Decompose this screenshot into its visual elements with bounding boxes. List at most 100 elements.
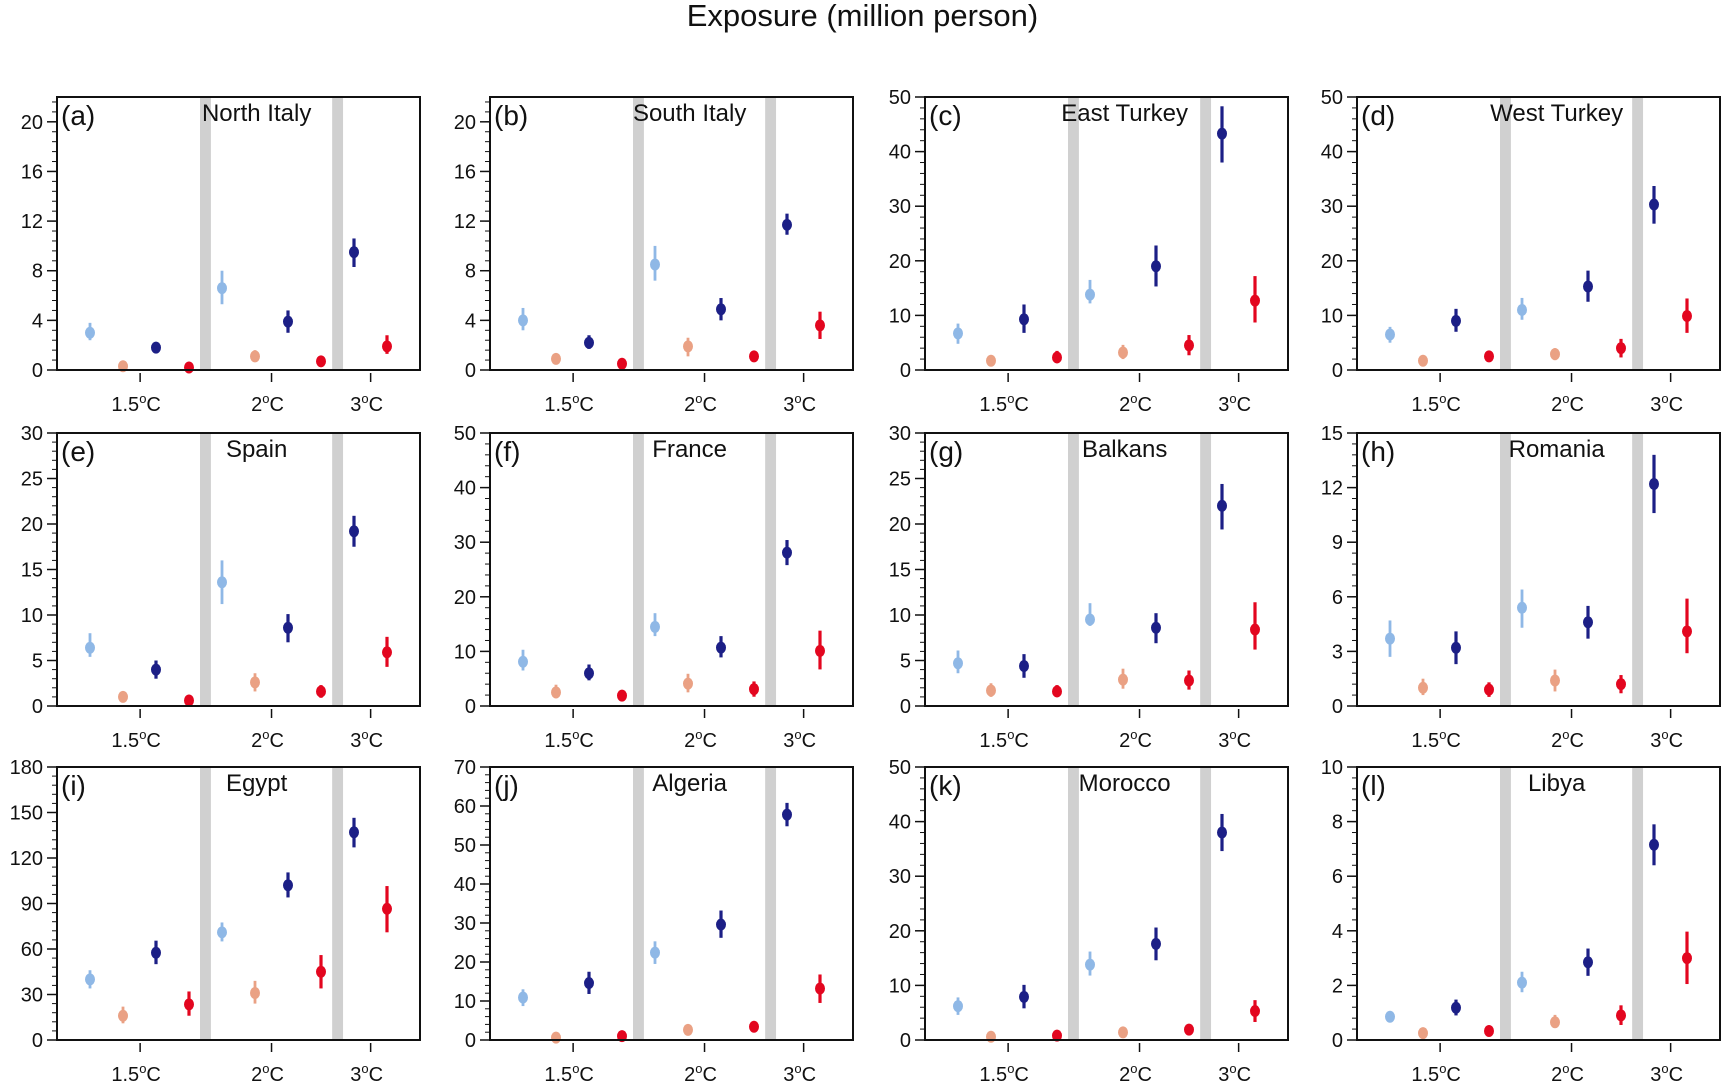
data-point-red (1184, 1023, 1194, 1036)
separator-band (765, 433, 777, 706)
y-tick-label: 2 (1332, 975, 1343, 997)
y-tick-label: 70 (454, 757, 476, 779)
x-tick-label: 2oC (684, 727, 717, 752)
data-point-light_blue (1517, 976, 1527, 989)
degree-symbol: o (1439, 1061, 1446, 1076)
separator-band (633, 97, 644, 370)
y-tick-label: 6 (1332, 587, 1343, 609)
panel-name: Algeria (652, 770, 727, 797)
unit-letter: C (802, 394, 816, 416)
degree-symbol: o (361, 1061, 368, 1076)
y-tick-label: 10 (454, 641, 476, 663)
separator-band (1068, 767, 1079, 1040)
data-point-orange (250, 986, 260, 999)
unit-letter: C (579, 394, 593, 416)
unit-letter: C (1446, 394, 1460, 416)
unit-letter: C (1237, 394, 1251, 416)
y-tick-label: 8 (1332, 812, 1343, 834)
degree-symbol: o (262, 391, 269, 406)
data-point-navy (151, 341, 161, 354)
data-point-navy (1583, 280, 1593, 293)
data-point-orange (118, 1009, 128, 1022)
y-tick-label: 40 (454, 478, 476, 500)
y-tick-label: 20 (454, 112, 476, 134)
data-point-navy (283, 621, 293, 634)
data-point-orange (250, 676, 260, 689)
x-tick-label: 2oC (1119, 1061, 1152, 1083)
y-tick-label: 10 (454, 991, 476, 1013)
degree-symbol: o (1661, 391, 1668, 406)
y-tick-label: 90 (21, 894, 43, 916)
unit-letter: C (802, 730, 816, 752)
y-tick-label: 0 (1332, 360, 1343, 382)
data-point-red (1052, 351, 1062, 364)
data-point-light_blue (1085, 958, 1095, 971)
y-tick-label: 25 (889, 469, 911, 491)
plot-frame (489, 96, 854, 371)
degree-symbol: o (1130, 727, 1137, 742)
separator-band (633, 767, 644, 1040)
plot-frame (489, 432, 854, 707)
data-point-red (1484, 1024, 1494, 1037)
y-tick-label: 120 (10, 848, 43, 870)
x-tick-label: 2oC (684, 391, 717, 416)
data-point-light_blue (518, 314, 528, 327)
panel-name: North Italy (202, 100, 311, 127)
plot-frame (56, 432, 421, 707)
unit-letter: C (1014, 1064, 1028, 1083)
degree-symbol: o (1661, 1061, 1668, 1076)
unit-letter: C (1569, 730, 1583, 752)
degree-symbol: o (1229, 391, 1236, 406)
y-tick-label: 15 (21, 560, 43, 582)
separator-band (332, 97, 344, 370)
unit-letter: C (146, 730, 160, 752)
data-point-red (1682, 625, 1692, 638)
y-tick-label: 5 (900, 651, 911, 673)
y-tick-label: 25 (21, 469, 43, 491)
data-point-navy (283, 315, 293, 328)
data-point-navy (716, 303, 726, 316)
degree-symbol: o (139, 727, 146, 742)
data-point-navy (1019, 659, 1029, 672)
y-tick-label: 50 (1321, 87, 1343, 109)
data-point-navy (1019, 313, 1029, 326)
data-point-red (749, 1020, 759, 1033)
y-tick-label: 20 (454, 952, 476, 974)
panel-letter: (i) (61, 770, 86, 801)
data-point-red (617, 357, 627, 370)
panel-letter: (k) (929, 770, 962, 801)
data-point-orange (1418, 681, 1428, 694)
data-point-orange (1550, 348, 1560, 361)
degree-symbol: o (262, 1061, 269, 1076)
data-point-orange (1550, 1016, 1560, 1029)
y-tick-label: 4 (32, 310, 43, 332)
unit-letter: C (1569, 1064, 1583, 1083)
data-point-red (1184, 339, 1194, 352)
unit-letter: C (579, 1064, 593, 1083)
data-point-navy (1217, 826, 1227, 839)
x-tick-label: 3oC (350, 391, 383, 416)
data-point-orange (551, 352, 561, 365)
panel-letter: (g) (929, 436, 963, 467)
data-point-light_blue (953, 1000, 963, 1013)
data-point-light_blue (217, 926, 227, 939)
y-tick-label: 20 (1321, 251, 1343, 273)
x-tick-label: 1.5oC (1411, 391, 1461, 416)
y-tick-label: 5 (32, 651, 43, 673)
panel-letter: (e) (61, 436, 95, 467)
y-tick-label: 0 (32, 1030, 43, 1052)
unit-letter: C (1569, 394, 1583, 416)
data-point-light_blue (1085, 288, 1095, 301)
data-point-navy (782, 546, 792, 559)
unit-letter: C (1237, 730, 1251, 752)
panel-letter: (j) (494, 770, 519, 801)
y-tick-label: 20 (889, 251, 911, 273)
data-point-orange (1118, 673, 1128, 686)
data-point-red (316, 685, 326, 698)
degree-symbol: o (1229, 1061, 1236, 1076)
x-tick-label: 1.5oC (544, 727, 594, 752)
data-point-navy (716, 641, 726, 654)
y-tick-label: 4 (1332, 921, 1343, 943)
y-tick-label: 15 (889, 560, 911, 582)
panel-france: 0 10 20 30 40 50 1.5oC 2oC 3oC (f) France (454, 423, 854, 752)
